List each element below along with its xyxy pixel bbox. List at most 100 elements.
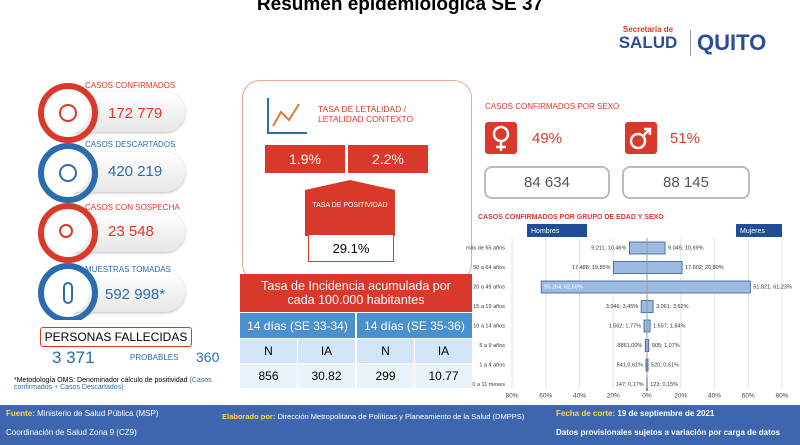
- data-label: 3.061; 3,62%: [656, 304, 689, 310]
- bar: [646, 300, 654, 313]
- data-label: 17.602; 20,80%: [685, 265, 724, 271]
- x-tick-label: 80%: [505, 393, 518, 400]
- category-label: 50 a 64 años: [473, 265, 505, 271]
- column-header: IA: [415, 339, 472, 363]
- x-tick-label: 60%: [742, 393, 755, 400]
- male-count: 88 145: [622, 166, 750, 199]
- bar: [646, 280, 751, 294]
- title: Resumen epidemiológica SE 37: [256, 0, 544, 15]
- coordination: Coordinación de Salud Zona 9 (CZ9): [6, 428, 137, 437]
- legend-box: [527, 224, 587, 237]
- logo-salud: Secretaría de SALUD: [612, 26, 684, 64]
- female-count: 84 634: [484, 166, 610, 199]
- footnote-highlight: (Casos confirmados + Casos Descartados): [14, 377, 212, 391]
- footnote: *Metodología OMS: Denominador cálculo de…: [14, 377, 234, 391]
- logo-text: SALUD: [618, 33, 678, 52]
- table-cell: 10.77: [415, 364, 472, 388]
- x-tick-label: 0%: [642, 393, 652, 400]
- date-text: 19 de septiembre de 2021: [617, 409, 715, 418]
- footnote-text: *Metodología OMS: Denominador cálculo de…: [14, 377, 188, 384]
- data-label: 905; 1,07%: [652, 343, 680, 349]
- chart-title: CASOS CONFIRMADOS POR GRUPO DE EDAD Y SE…: [478, 214, 664, 221]
- legend-box: [736, 224, 782, 237]
- category-label: 20 a 49 años: [473, 284, 505, 290]
- date: Fecha de corte: 19 de septiembre de 2021: [556, 409, 714, 418]
- positivity-shape: [305, 180, 395, 236]
- note: Datos provisionales sujetos a variación …: [556, 428, 781, 437]
- data-label: 51.821; 61,23%: [753, 284, 792, 290]
- sex-icons: [485, 122, 657, 154]
- bar: [646, 241, 666, 255]
- data-label: 3.046; 3,45%: [606, 304, 639, 310]
- data-label: 123; 0,15%: [650, 382, 678, 388]
- male-percent: 51%: [670, 130, 701, 147]
- lethality-value: 2.2%: [348, 145, 428, 173]
- incidence-title: Tasa de Incidencia acumulada por cada 10…: [240, 274, 472, 312]
- bar: [613, 261, 648, 274]
- table-cell: 856: [240, 364, 297, 388]
- bar: [646, 261, 683, 274]
- data-label: 541,0,61%: [617, 362, 643, 368]
- x-tick-label: 80%: [775, 393, 788, 400]
- period: 14 días (SE 35-36): [357, 313, 472, 338]
- bar: [628, 241, 648, 255]
- data-label: 8861,00%: [618, 343, 643, 349]
- x-tick-label: 20%: [674, 393, 687, 400]
- category-label: 5 a 9 años: [479, 343, 505, 349]
- period: 14 días (SE 33-34): [240, 313, 355, 338]
- data-label: 17.488; 19,85%: [572, 265, 611, 271]
- card-icons: [38, 83, 98, 320]
- category-label: 0 a 11 meses: [472, 382, 505, 388]
- date-label: Fecha de corte:: [556, 409, 616, 418]
- x-tick-label: 40%: [708, 393, 721, 400]
- chart-icon: [267, 98, 307, 134]
- made-label: Elaborado por:: [222, 412, 276, 421]
- category-label: 10 a 14 años: [473, 323, 505, 329]
- data-label: 147; 0,17%: [616, 382, 644, 388]
- deaths-label: PERSONAS FALLECIDAS: [40, 327, 192, 347]
- x-tick-label: 60%: [539, 393, 552, 400]
- table-cell: 299: [357, 364, 414, 388]
- source-text: Ministerio de Salud Pública (MSP): [37, 409, 159, 418]
- column-header: N: [240, 339, 297, 363]
- column-header: N: [357, 339, 414, 363]
- source: Fuente: Ministerio de Salud Pública (MSP…: [6, 409, 159, 418]
- female-percent: 49%: [532, 130, 563, 147]
- card-label: CASOS CON SOSPECHA: [85, 203, 180, 212]
- card-value: 172 779: [108, 105, 163, 122]
- probable-label: PROBABLES: [130, 353, 179, 362]
- sex-title: CASOS CONFIRMADOS POR SEXO: [485, 102, 620, 111]
- x-tick-label: 20%: [607, 393, 620, 400]
- data-label: 520; 0,61%: [651, 362, 679, 368]
- data-label: 9.211; 10,46%: [591, 245, 626, 251]
- card-label: CASOS CONFIRMADOS: [85, 81, 176, 90]
- card-label: CASOS DESCARTADOS: [85, 140, 176, 149]
- bar: [640, 300, 648, 313]
- card-value: 23 548: [108, 223, 154, 240]
- logo-quito: QUITO: [690, 30, 766, 56]
- category-label: 15 a 19 años: [473, 304, 505, 310]
- card-label: MUESTRAS TOMADAS: [85, 265, 171, 274]
- data-label: 1.557; 1,84%: [653, 323, 686, 329]
- data-label: 1.562; 1,77%: [609, 323, 642, 329]
- x-tick-label: 40%: [573, 393, 586, 400]
- data-label: 55.264; 62,69%: [544, 284, 583, 290]
- positivity-title: TASA DE POSITIVIDAD: [312, 202, 388, 209]
- legend-label: Hombres: [531, 228, 560, 235]
- logo-text: Secretaría de: [622, 25, 674, 34]
- table-cell: 30.82: [298, 364, 355, 388]
- source-label: Fuente:: [6, 409, 35, 418]
- category-label: 1 a 4 años: [479, 362, 505, 368]
- card-value: 592 998*: [105, 286, 166, 303]
- column-header: IA: [298, 339, 355, 363]
- deaths-value: 3 371: [52, 348, 95, 367]
- pyramid-chart: Hombres Mujeres 0% 20% 20% 40% 40% 60% 60% 80% 80%…: [466, 224, 792, 400]
- probable-value: 360: [196, 349, 220, 365]
- card-value: 420 219: [108, 163, 163, 180]
- legend-label: Mujeres: [740, 228, 765, 235]
- category-label: más de 65 años: [466, 245, 505, 251]
- positivity-value: 29.1%: [308, 234, 394, 262]
- lethality-value: 1.9%: [265, 145, 345, 173]
- lethality-title: TASA DE LETALIDAD / LETALIDAD CONTEXTO: [318, 104, 414, 124]
